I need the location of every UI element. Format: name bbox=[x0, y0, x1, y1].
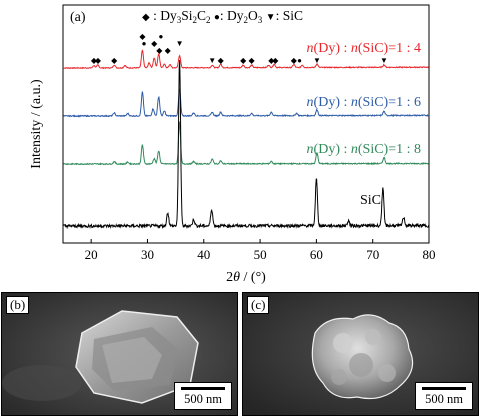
xrd-trace-3 bbox=[63, 60, 430, 230]
scale-bar-line-b bbox=[181, 387, 225, 390]
phase-marker-5: ◆ bbox=[151, 39, 158, 48]
phase-marker-4: ● bbox=[142, 39, 147, 48]
phase-marker-17: ● bbox=[297, 56, 302, 65]
x-tick-label-80: 80 bbox=[423, 247, 436, 262]
phase-marker-8: ◆ bbox=[165, 46, 172, 55]
x-tick-label-20: 20 bbox=[85, 247, 98, 262]
x-axis-label: 2θ / (°) bbox=[226, 270, 266, 285]
sem-panel-c: (c) 500 nm bbox=[242, 292, 479, 416]
xrd-trace-1 bbox=[62, 88, 429, 118]
xrd-trace-2 bbox=[62, 121, 429, 166]
x-tick-label-50: 50 bbox=[254, 247, 267, 262]
scale-bar-b: 500 nm bbox=[174, 382, 232, 410]
phase-marker-16: ◆ bbox=[291, 56, 298, 65]
y-axis-label: Intensity / (a.u.) bbox=[29, 79, 44, 169]
phase-marker-2: ◆ bbox=[111, 56, 118, 65]
x-tick-label-30: 30 bbox=[141, 247, 154, 262]
scale-text-c: 500 nm bbox=[425, 392, 463, 406]
series-label-1-8: n(Dy) : n(SiC)=1 : 8 bbox=[307, 142, 421, 157]
phase-marker-12: ◆ bbox=[240, 56, 247, 65]
xrd-figure: ◆◆ ◆◆● ◆◆●◆▼▼ ◆ ◆ ◆ ◆◆ ◆ ● ▼ ▼ 20 30 40 50 60 70 80 (a) … bbox=[29, 4, 436, 285]
phase-marker-13: ◆ bbox=[249, 56, 256, 65]
x-tick-label-40: 40 bbox=[197, 247, 210, 262]
phase-marker-15: ◆ bbox=[272, 56, 279, 65]
plot-frame bbox=[62, 4, 430, 244]
phase-marker-9: ▼ bbox=[176, 39, 184, 48]
phase-marker-14: ◆ bbox=[268, 56, 275, 65]
phase-marker-10: ▼ bbox=[208, 56, 216, 65]
legend-text: ◆ : Dy3Si2C2 ●: Dy2O3 ▼: SiC bbox=[142, 8, 303, 26]
series-label-sic: SiC bbox=[360, 193, 381, 208]
sem-image-b bbox=[2, 293, 237, 415]
panel-label-c: (c) bbox=[247, 296, 270, 314]
phase-marker-3: ◆ bbox=[139, 32, 146, 41]
series-label-1-6: n(Dy) : n(SiC)=1 : 6 bbox=[307, 95, 421, 110]
sem-panel-b: (b) 500 nm bbox=[1, 292, 238, 416]
x-tick-label-60: 60 bbox=[310, 247, 323, 262]
scale-text-b: 500 nm bbox=[184, 392, 222, 406]
scale-bar-line-c bbox=[422, 387, 466, 390]
phase-marker-1: ◆ bbox=[95, 56, 102, 65]
x-tick-label-70: 70 bbox=[366, 247, 379, 262]
phase-marker-11: ◆ bbox=[218, 56, 225, 65]
panel-label-a: (a) bbox=[70, 10, 86, 25]
panel-label-b: (b) bbox=[6, 296, 30, 314]
xrd-trace-0 bbox=[62, 49, 430, 70]
phase-marker-7: ● bbox=[159, 32, 164, 41]
phase-marker-18: ▼ bbox=[313, 56, 321, 65]
phase-marker-6: ◆ bbox=[156, 46, 163, 55]
phase-marker-0: ◆ bbox=[91, 56, 98, 65]
phase-marker-19: ▼ bbox=[380, 56, 388, 65]
scale-bar-c: 500 nm bbox=[415, 382, 473, 410]
series-label-1-4: n(Dy) : n(SiC)=1 : 4 bbox=[307, 41, 421, 56]
